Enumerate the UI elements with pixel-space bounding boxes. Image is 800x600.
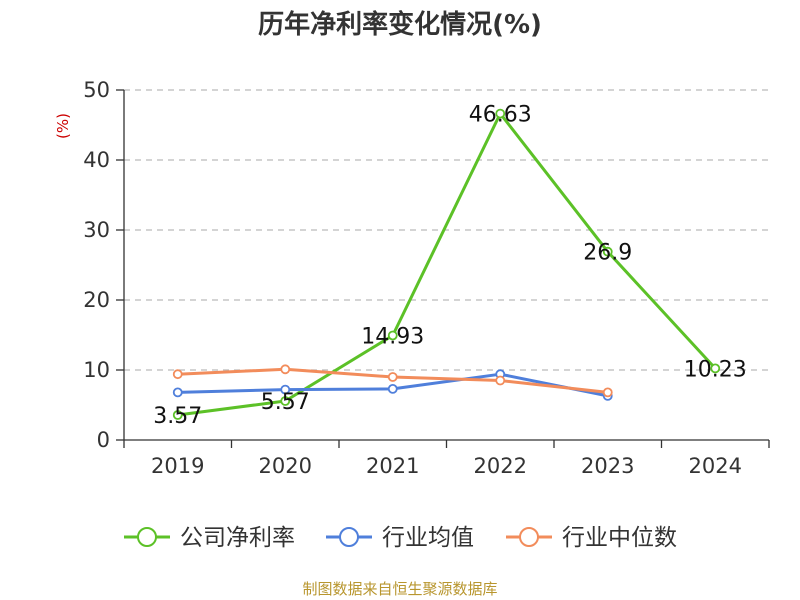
x-tick-label: 2021 (366, 454, 419, 478)
data-point (172, 410, 183, 420)
axes: 0 10 20 30 40 50 2019 2020 2021 2022 2023 2024 (83, 78, 770, 478)
data-point (172, 387, 183, 398)
data-point (602, 387, 613, 398)
grid-lines (124, 89, 769, 371)
legend-item: 行业均值 (326, 525, 474, 551)
legend-swatch-marker (339, 527, 359, 547)
y-tick-label: 50 (83, 78, 110, 102)
data-point (172, 369, 183, 380)
data-point (602, 246, 613, 257)
data-label: 26.9 (583, 241, 632, 266)
data-label: 46.63 (469, 103, 532, 128)
y-tick-label: 10 (83, 358, 110, 382)
data-point (387, 372, 398, 382)
legend-label: 行业中位数 (562, 525, 677, 551)
data-point (280, 364, 291, 375)
series-layer (172, 108, 721, 420)
x-tick-label: 2024 (689, 454, 742, 478)
data-point (710, 363, 721, 374)
y-axis-label: (%) (54, 113, 72, 139)
legend: 公司净利率 行业均值 行业中位数 (124, 525, 677, 551)
x-tick-label: 2019 (151, 454, 204, 478)
legend-label: 行业均值 (382, 525, 474, 551)
legend-swatch-marker (137, 527, 157, 547)
legend-label: 公司净利率 (180, 525, 295, 551)
data-point (495, 108, 506, 119)
data-labels: 3.57 5.57 14.93 46.63 26.9 10.23 (153, 103, 746, 429)
data-label: 5.57 (261, 390, 310, 415)
data-label: 14.93 (361, 324, 424, 349)
y-tick-label: 0 (97, 428, 110, 452)
data-point (280, 396, 291, 406)
source-note: 制图数据来自恒生聚源数据库 (302, 580, 498, 598)
chart-title: 历年净利率变化情况(%) (258, 10, 542, 40)
data-label: 3.57 (153, 404, 202, 429)
legend-item: 行业中位数 (506, 525, 677, 551)
legend-swatch-marker (519, 527, 539, 547)
x-tick-label: 2023 (581, 454, 634, 478)
x-tick-label: 2020 (259, 454, 312, 478)
data-label: 10.23 (684, 357, 747, 382)
x-tick-label: 2022 (474, 454, 527, 478)
y-tick-label: 30 (83, 218, 110, 242)
data-point (280, 384, 291, 395)
legend-item: 公司净利率 (124, 525, 295, 551)
data-point (495, 375, 506, 386)
series-line (177, 112, 717, 417)
y-tick-label: 20 (83, 288, 110, 312)
data-point (387, 330, 398, 341)
y-tick-label: 40 (83, 148, 110, 172)
data-point (387, 383, 398, 394)
